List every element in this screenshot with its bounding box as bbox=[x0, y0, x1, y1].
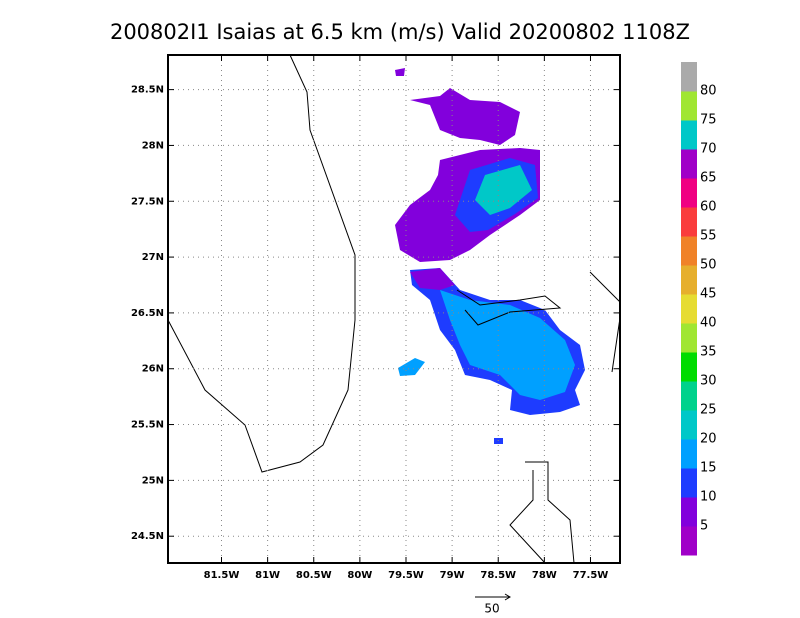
coastline bbox=[611, 317, 621, 373]
vector-reference-head bbox=[504, 593, 511, 601]
x-tick-label: 79W bbox=[440, 570, 465, 581]
colorbar-label: 25 bbox=[700, 403, 717, 418]
colorbar-segment bbox=[681, 91, 697, 121]
x-tick-label: 78W bbox=[532, 570, 557, 581]
coastline bbox=[509, 470, 546, 564]
colorbar-segment bbox=[681, 294, 697, 324]
coastline bbox=[589, 271, 621, 303]
x-tick-label: 80.5W bbox=[296, 570, 332, 581]
colorbar-segment bbox=[681, 381, 697, 411]
colorbar-label: 55 bbox=[700, 229, 717, 244]
x-tick-label: 80W bbox=[347, 570, 372, 581]
coastlines bbox=[167, 54, 621, 564]
y-tick-label: 27N bbox=[142, 252, 164, 263]
echo bbox=[440, 290, 575, 400]
title: 200802I1 Isaias at 6.5 km (m/s) Valid 20… bbox=[110, 20, 690, 44]
colorbar-segment bbox=[681, 265, 697, 295]
x-tick-label: 78.5W bbox=[480, 570, 516, 581]
colorbar-label: 65 bbox=[700, 171, 717, 186]
colorbar-label: 75 bbox=[700, 113, 717, 128]
echo bbox=[398, 358, 425, 376]
y-tick-label: 26N bbox=[142, 364, 164, 375]
colorbar-segment bbox=[681, 439, 697, 469]
map-frame bbox=[167, 54, 621, 564]
colorbar-label: 10 bbox=[700, 490, 717, 505]
colorbar-label: 45 bbox=[700, 287, 717, 302]
colorbar-segment bbox=[681, 468, 697, 498]
x-tick-label: 77.5W bbox=[573, 570, 609, 581]
y-tick-label: 26.5N bbox=[131, 308, 164, 319]
colorbar-label: 50 bbox=[700, 258, 717, 273]
radar-field bbox=[395, 68, 585, 444]
colorbar-label: 15 bbox=[700, 461, 717, 476]
colorbar-segment bbox=[681, 120, 697, 150]
y-tick-label: 25N bbox=[142, 475, 164, 486]
colorbar-label: 5 bbox=[700, 519, 708, 534]
x-tick-label: 81W bbox=[255, 570, 280, 581]
y-tick-label: 25.5N bbox=[131, 420, 164, 431]
colorbar-label: 40 bbox=[700, 316, 717, 331]
colorbar-segment bbox=[681, 178, 697, 208]
echo bbox=[410, 88, 520, 145]
colorbar-label: 70 bbox=[700, 142, 717, 157]
vector-reference-label: 50 bbox=[484, 602, 499, 616]
y-tick-label: 24.5N bbox=[131, 531, 164, 542]
colorbar-segment bbox=[681, 62, 697, 92]
colorbar-segment bbox=[681, 352, 697, 382]
y-tick-label: 27.5N bbox=[131, 196, 164, 207]
colorbar-label: 80 bbox=[700, 84, 717, 99]
colorbar-segment bbox=[681, 149, 697, 179]
colorbar-segment bbox=[681, 497, 697, 527]
coastline bbox=[456, 289, 562, 326]
colorbar-label: 20 bbox=[700, 432, 717, 447]
echo bbox=[475, 165, 532, 215]
colorbar-segment bbox=[681, 323, 697, 353]
colorbar-label: 35 bbox=[700, 345, 717, 360]
y-tick-label: 28.5N bbox=[131, 85, 164, 96]
coastline bbox=[525, 461, 575, 564]
colorbar-segment bbox=[681, 410, 697, 440]
echo bbox=[410, 268, 455, 290]
coastline bbox=[167, 54, 356, 473]
y-tick-label: 28N bbox=[142, 140, 164, 151]
colorbar-label: 60 bbox=[700, 200, 717, 215]
colorbar-segment bbox=[681, 207, 697, 237]
echo bbox=[395, 68, 405, 76]
x-tick-label: 79.5W bbox=[388, 570, 424, 581]
colorbar-segment bbox=[681, 526, 697, 556]
x-tick-label: 81.5W bbox=[204, 570, 240, 581]
colorbar-label: 30 bbox=[700, 374, 717, 389]
colorbar-segment bbox=[681, 236, 697, 266]
